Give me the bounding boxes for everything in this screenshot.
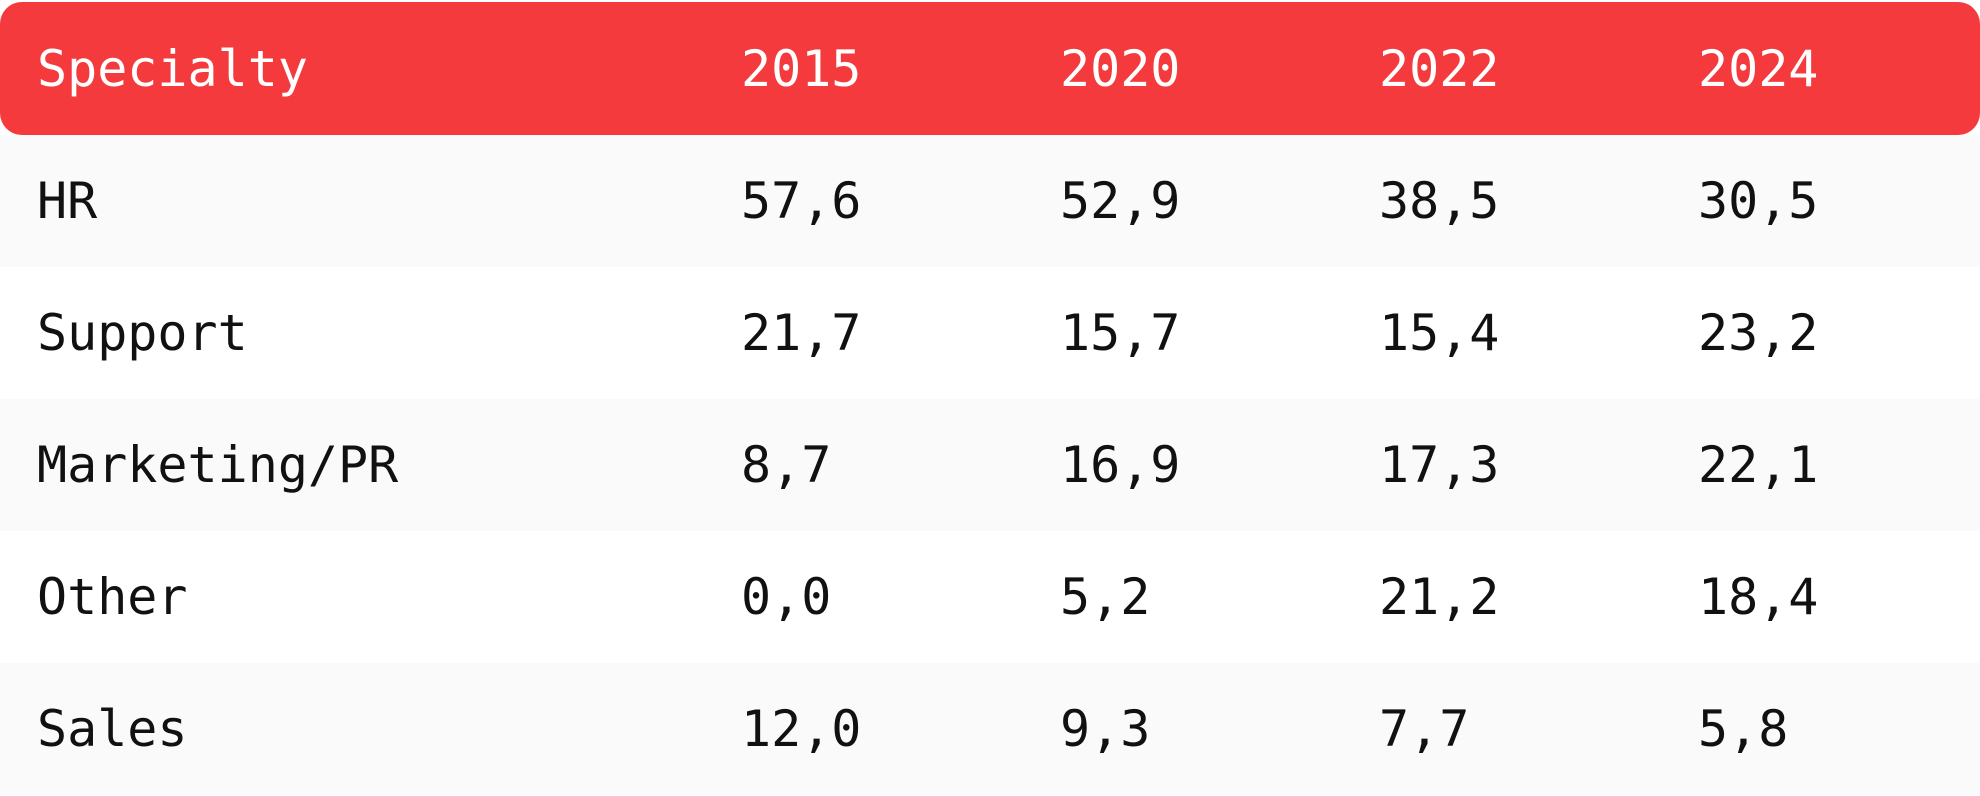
value-cell-2022: 15,4: [1379, 304, 1500, 362]
header-cell-2022: 2022: [1379, 39, 1500, 98]
header-cell-2024: 2024: [1698, 39, 1819, 98]
value-cell-2024: 5,8: [1698, 700, 1789, 758]
value-cell-2020: 5,2: [1060, 568, 1151, 626]
table-row: Marketing/PR 8,7 16,9 17,3 22,1: [0, 399, 1980, 531]
value-cell-2024: 22,1: [1698, 436, 1819, 494]
value-cell-2015: 12,0: [741, 700, 862, 758]
header-cell-specialty: Specialty: [37, 39, 308, 98]
value-cell-2020: 52,9: [1060, 172, 1181, 230]
value-cell-2022: 21,2: [1379, 568, 1500, 626]
header-cell-2015: 2015: [741, 39, 862, 98]
value-cell-2022: 17,3: [1379, 436, 1500, 494]
value-cell-2022: 38,5: [1379, 172, 1500, 230]
specialty-cell: Other: [37, 568, 188, 626]
specialty-cell: Sales: [37, 700, 188, 758]
value-cell-2015: 21,7: [741, 304, 862, 362]
table-row: Sales 12,0 9,3 7,7 5,8: [0, 663, 1980, 795]
value-cell-2024: 23,2: [1698, 304, 1819, 362]
value-cell-2020: 9,3: [1060, 700, 1151, 758]
value-cell-2015: 8,7: [741, 436, 832, 494]
value-cell-2022: 7,7: [1379, 700, 1470, 758]
value-cell-2015: 57,6: [741, 172, 862, 230]
value-cell-2024: 18,4: [1698, 568, 1819, 626]
table-row: Support 21,7 15,7 15,4 23,2: [0, 267, 1980, 399]
table-row: HR 57,6 52,9 38,5 30,5: [0, 135, 1980, 267]
value-cell-2024: 30,5: [1698, 172, 1819, 230]
table-body: HR 57,6 52,9 38,5 30,5 Support 21,7 15,7…: [0, 135, 1980, 795]
specialty-cell: HR: [37, 172, 98, 230]
table-header-row: Specialty 2015 2020 2022 2024: [0, 2, 1980, 135]
value-cell-2020: 16,9: [1060, 436, 1181, 494]
specialty-cell: Support: [37, 304, 248, 362]
specialty-cell: Marketing/PR: [37, 436, 399, 494]
value-cell-2020: 15,7: [1060, 304, 1181, 362]
header-cell-2020: 2020: [1060, 39, 1181, 98]
table-row: Other 0,0 5,2 21,2 18,4: [0, 531, 1980, 663]
value-cell-2015: 0,0: [741, 568, 832, 626]
